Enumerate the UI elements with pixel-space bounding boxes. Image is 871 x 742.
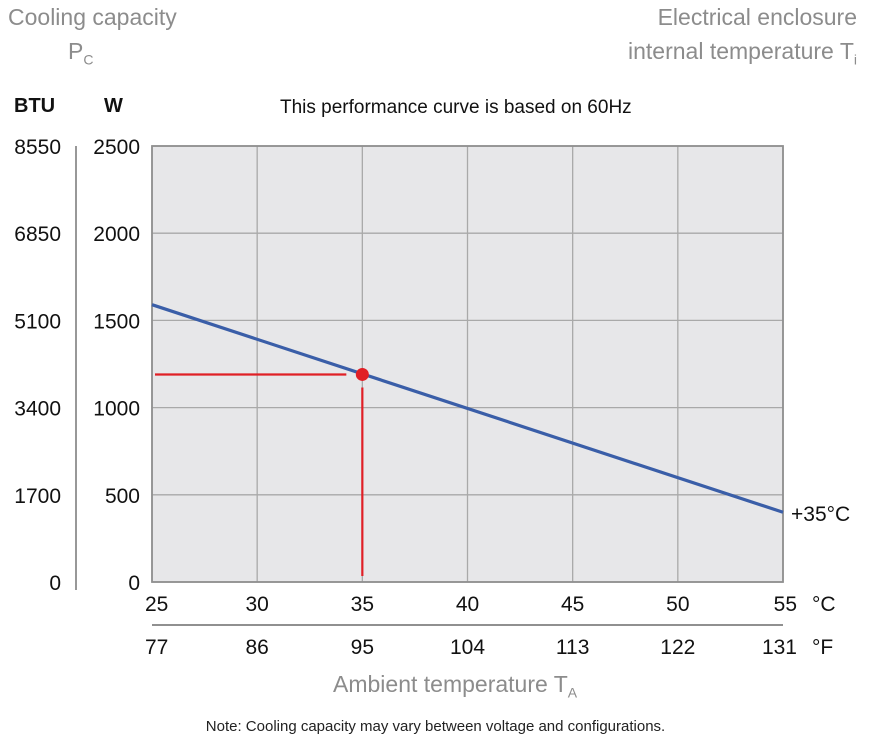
- footnote: Note: Cooling capacity may vary between …: [205, 718, 666, 735]
- legend-title-main: internal temperature T: [628, 38, 854, 64]
- x-ticks-fahrenheit: 77 86 95 104 113 122 131: [145, 636, 797, 659]
- x-axis-title: Ambient temperature TA: [333, 671, 577, 701]
- grid-lines: [151, 145, 784, 583]
- series-label: +35°C: [791, 503, 850, 526]
- y-tick-label-btu: 5100: [14, 310, 61, 333]
- x-tick-label-fahrenheit: 95: [351, 636, 374, 659]
- y-tick-label-btu: 3400: [14, 398, 61, 421]
- x-axis-title-sub: A: [567, 684, 578, 701]
- y-tick-label-w: 2000: [93, 223, 140, 246]
- y-tick-label-w: 1000: [93, 398, 140, 421]
- y-axis-symbol-main: P: [68, 38, 84, 64]
- x-tick-label-celsius: 40: [456, 593, 479, 616]
- y-tick-label-w: 500: [105, 485, 140, 508]
- x-tick-label-celsius: 25: [145, 593, 168, 616]
- y-axis-symbol-sub: C: [83, 51, 94, 68]
- x-tick-label-fahrenheit: 86: [245, 636, 268, 659]
- y-tick-label-btu: 1700: [14, 485, 61, 508]
- y-axis-title: Cooling capacity: [8, 4, 177, 30]
- series-line: [151, 303, 784, 514]
- annotation-marker: [355, 367, 369, 381]
- x-tick-label-fahrenheit: 122: [660, 636, 695, 659]
- x-tick-label-celsius: 35: [351, 593, 374, 616]
- y-tick-label-w: 2500: [93, 136, 140, 159]
- legend-title-line2: internal temperature Ti: [628, 38, 857, 68]
- legend-title-line1: Electrical enclosure: [657, 4, 857, 30]
- series-group: [151, 303, 784, 514]
- chart-subtitle: This performance curve is based on 60Hz: [280, 97, 632, 118]
- y-axis-symbol: PC: [68, 38, 93, 68]
- x-tick-label-celsius: 30: [245, 593, 268, 616]
- y-tick-label-btu: 0: [49, 572, 61, 595]
- x-tick-label-fahrenheit: 131: [762, 636, 797, 659]
- x-tick-label-fahrenheit: 104: [450, 636, 485, 659]
- x-axis-title-main: Ambient temperature T: [333, 671, 568, 697]
- btu-unit-label: BTU: [14, 95, 56, 117]
- y-ticks-btu: 0 1700 3400 5100 6850 8550: [14, 136, 61, 595]
- x-unit-celsius: °C: [812, 593, 836, 616]
- x-tick-label-fahrenheit: 77: [145, 636, 168, 659]
- y-tick-label-btu: 8550: [14, 136, 61, 159]
- y-tick-label-w: 1500: [93, 310, 140, 333]
- x-tick-label-celsius: 45: [561, 593, 584, 616]
- x-ticks-celsius: 25 30 35 40 45 50 55: [145, 593, 797, 616]
- y-ticks-w: 0 500 1000 1500 2000 2500: [93, 136, 140, 595]
- x-tick-label-celsius: 50: [666, 593, 689, 616]
- annotation-group: [155, 367, 369, 576]
- x-tick-label-fahrenheit: 113: [556, 636, 589, 659]
- x-unit-fahrenheit: °F: [812, 636, 833, 659]
- y-tick-label-w: 0: [128, 572, 140, 595]
- legend-title-sub: i: [853, 51, 857, 68]
- x-tick-label-celsius: 55: [774, 593, 797, 616]
- y-tick-label-btu: 6850: [14, 223, 61, 246]
- plot-border: [151, 145, 784, 583]
- w-unit-label: W: [104, 95, 123, 117]
